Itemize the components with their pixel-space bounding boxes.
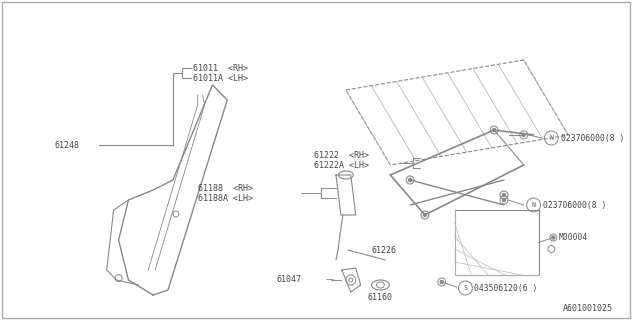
Text: N: N [549,135,554,141]
Text: 61047: 61047 [276,276,301,284]
Text: 61222  <RH>: 61222 <RH> [314,150,369,159]
Text: 61222A <LH>: 61222A <LH> [314,161,369,170]
Text: 023706000(8 ): 023706000(8 ) [543,201,607,210]
Text: M00004: M00004 [558,233,588,242]
Text: 61226: 61226 [372,245,397,254]
Text: 61160: 61160 [368,293,393,302]
Circle shape [440,281,443,284]
Circle shape [408,179,412,181]
Circle shape [502,198,506,202]
Text: 043506120(6 ): 043506120(6 ) [474,284,538,292]
Text: 61011  <RH>: 61011 <RH> [193,63,248,73]
Text: N: N [531,202,536,208]
Text: 61188  <RH>: 61188 <RH> [198,183,253,193]
Circle shape [493,129,495,132]
Text: 61248: 61248 [54,140,79,149]
Text: S: S [463,285,468,291]
Circle shape [424,213,426,217]
Circle shape [522,133,525,137]
Text: 61188A <LH>: 61188A <LH> [198,194,253,203]
Text: 023706000(8 ): 023706000(8 ) [561,133,625,142]
Text: 61011A <LH>: 61011A <LH> [193,74,248,83]
Text: A601001025: A601001025 [563,304,612,313]
Circle shape [552,236,555,239]
Circle shape [502,194,506,196]
